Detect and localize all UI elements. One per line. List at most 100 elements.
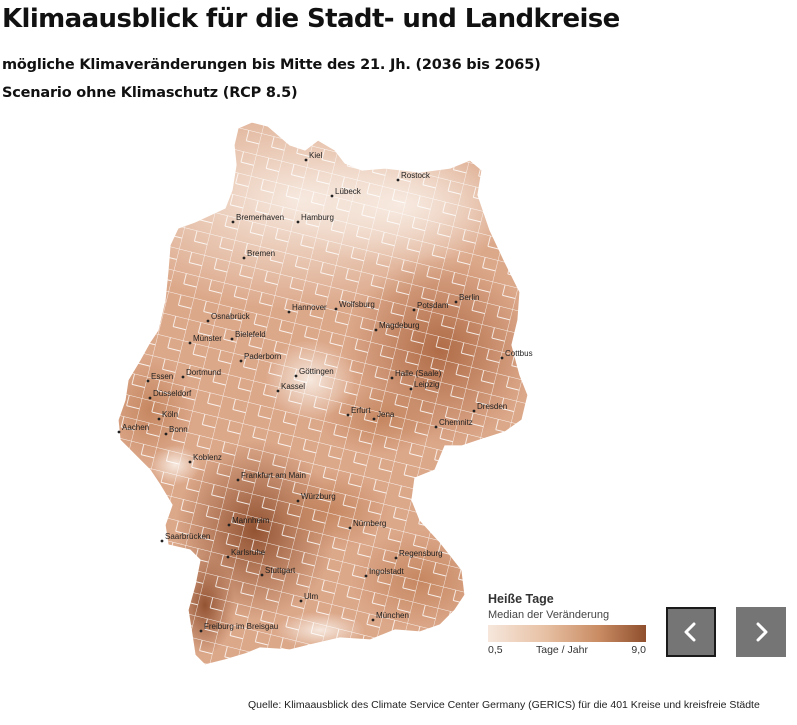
city-marker	[227, 523, 231, 527]
city-potsdam: Potsdam	[412, 301, 449, 312]
city-label: Dortmund	[186, 368, 221, 377]
city-paderborn: Paderborn	[239, 352, 281, 363]
chevron-right-icon	[756, 622, 768, 642]
city-label: Koblenz	[193, 453, 222, 462]
city-marker	[330, 194, 334, 198]
city-label: Chemnitz	[439, 418, 473, 427]
city-marker	[188, 460, 192, 464]
city-marker	[230, 337, 234, 341]
city-label: München	[376, 611, 409, 620]
next-button[interactable]	[736, 607, 786, 657]
city-freiburg-im-breisgau: Freiburg im Breisgau	[199, 622, 278, 633]
city-cottbus: Cottbus	[500, 349, 533, 360]
city-label: Rostock	[401, 171, 431, 180]
city-marker	[299, 599, 303, 603]
city-label: Dresden	[477, 402, 507, 411]
city-label: Köln	[162, 410, 178, 419]
legend: Heiße Tage Median der Veränderung 0,5 Ta…	[488, 592, 658, 658]
city-label: Frankfurt am Main	[241, 471, 306, 480]
city-marker	[226, 555, 230, 559]
city-marker	[276, 389, 280, 393]
legend-max: 9,0	[631, 644, 646, 656]
city-marker	[160, 539, 164, 543]
city-münster: Münster	[188, 334, 222, 345]
city-label: Kassel	[281, 382, 305, 391]
city-frankfurt-am-main: Frankfurt am Main	[236, 471, 306, 482]
city-karlsruhe: Karlsruhe	[226, 548, 266, 559]
legend-subtitle: Median der Veränderung	[488, 609, 610, 621]
city-label: Paderborn	[244, 352, 281, 361]
city-köln: Köln	[157, 410, 178, 421]
city-münchen: München	[371, 611, 409, 622]
city-berlin: Berlin	[454, 293, 479, 304]
previous-button[interactable]	[666, 607, 716, 657]
city-marker	[117, 430, 121, 434]
city-label: Jena	[377, 410, 395, 419]
city-würzburg: Würzburg	[296, 492, 336, 503]
city-marker	[164, 432, 168, 436]
legend-color-scale	[488, 625, 646, 642]
city-hannover: Hannover	[287, 303, 327, 314]
city-label: Cottbus	[505, 349, 533, 358]
city-label: Aachen	[122, 423, 149, 432]
city-label: Düsseldorf	[153, 389, 192, 398]
chevron-left-icon	[684, 622, 696, 642]
city-label: Ingolstadt	[369, 567, 404, 576]
city-labels: Kiel Rostock Lübeck Bremerhaven Hamburg Breme…	[117, 151, 533, 633]
city-label: Potsdam	[417, 301, 449, 310]
city-marker	[371, 618, 375, 622]
city-label: Ulm	[304, 592, 319, 601]
city-marker	[334, 307, 338, 311]
city-regensburg: Regensburg	[394, 549, 443, 560]
city-label: Bielefeld	[235, 330, 266, 339]
city-marker	[231, 220, 235, 224]
city-koblenz: Koblenz	[188, 453, 222, 464]
city-marker	[188, 341, 192, 345]
city-label: Lübeck	[335, 187, 362, 196]
legend-ticks: 0,5 Tage / Jahr 9,0	[488, 644, 646, 658]
city-marker	[472, 409, 476, 413]
city-marker	[296, 499, 300, 503]
city-label: Freiburg im Breisgau	[204, 622, 278, 631]
city-dortmund: Dortmund	[181, 368, 221, 379]
page-subtitle-period: mögliche Klimaveränderungen bis Mitte de…	[2, 57, 541, 73]
city-marker	[236, 478, 240, 482]
city-marker	[146, 379, 150, 383]
city-marker	[260, 573, 264, 577]
city-marker	[394, 556, 398, 560]
city-stuttgart: Stuttgart	[260, 566, 296, 577]
city-marker	[500, 356, 504, 360]
city-label: Karlsruhe	[231, 548, 266, 557]
city-label: Essen	[151, 372, 173, 381]
city-label: Saarbrücken	[165, 532, 210, 541]
city-ingolstadt: Ingolstadt	[364, 567, 404, 578]
city-marker	[412, 308, 416, 312]
city-marker	[199, 629, 203, 633]
city-bremerhaven: Bremerhaven	[231, 213, 284, 224]
city-erfurt: Erfurt	[346, 406, 371, 417]
city-marker	[348, 526, 352, 530]
city-marker	[287, 310, 291, 314]
page-title: Klimaausblick für die Stadt- und Landkre…	[2, 4, 620, 34]
city-marker	[239, 359, 243, 363]
city-chemnitz: Chemnitz	[434, 418, 473, 429]
city-marker	[374, 328, 378, 332]
city-marker	[454, 300, 458, 304]
city-marker	[206, 319, 210, 323]
germany-outline	[117, 121, 529, 666]
city-marker	[148, 396, 152, 400]
city-leipzig: Leipzig	[409, 380, 439, 391]
city-saarbrücken: Saarbrücken	[160, 532, 210, 543]
city-aachen: Aachen	[117, 423, 149, 434]
city-label: Osnabrück	[211, 312, 251, 321]
city-label: Nürnberg	[353, 519, 386, 528]
city-nürnberg: Nürnberg	[348, 519, 386, 530]
legend-title: Heiße Tage	[488, 592, 554, 606]
legend-unit: Tage / Jahr	[536, 644, 588, 656]
city-label: Bremerhaven	[236, 213, 284, 222]
city-bonn: Bonn	[164, 425, 188, 436]
city-wolfsburg: Wolfsburg	[334, 300, 375, 311]
city-marker	[346, 413, 350, 417]
city-marker	[181, 375, 185, 379]
city-label: Wolfsburg	[339, 300, 375, 309]
